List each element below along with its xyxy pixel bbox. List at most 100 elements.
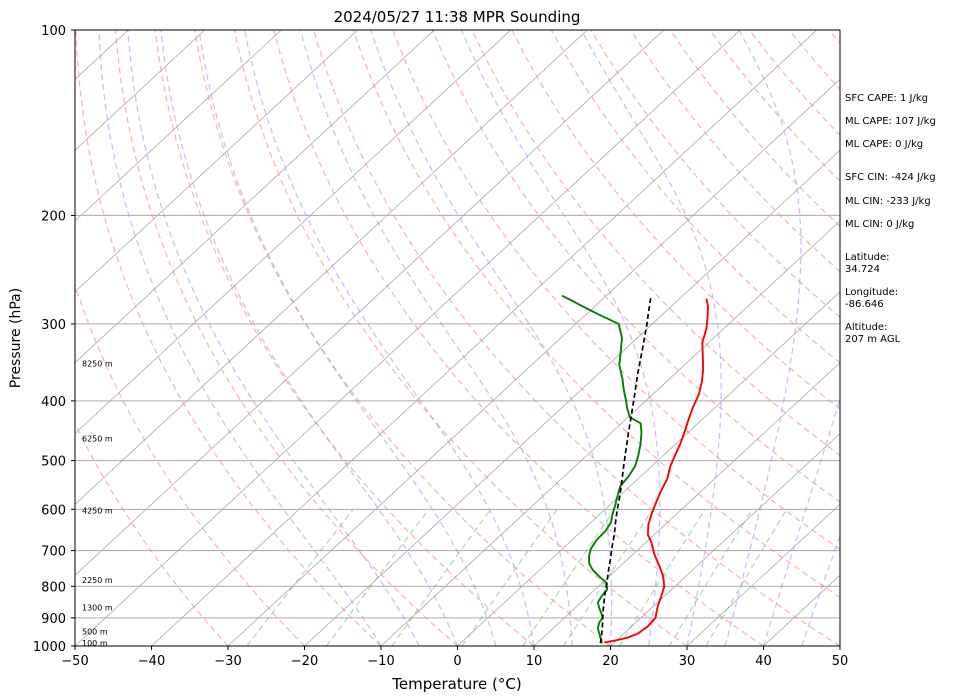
dry-adiabat [114,30,458,646]
dry-adiabat [471,30,840,457]
isotherm-line [75,30,206,151]
dry-adiabat [75,422,229,646]
moist-adiabat [299,30,573,646]
dry-adiabat [75,283,305,646]
y-tick-label: 100 [41,24,66,39]
y-tick-label: 1000 [33,640,66,655]
x-tick-label: 10 [526,654,543,669]
mixing-ratio-line [246,508,354,646]
isotherm-line [686,503,840,646]
isotherm-line [75,30,741,646]
y-tick-label: 400 [41,395,66,410]
dry-adiabat [550,30,840,364]
height-label: 500 m [82,628,108,637]
dry-adiabat [431,30,840,503]
moist-adiabat [160,30,459,646]
ml-cape-text: ML CAPE: 107 J/kg [845,116,936,127]
mixing-ratio-line [668,508,753,646]
dry-adiabat [273,30,764,646]
mixing-ratio-line [325,508,430,646]
y-axis-label: Pressure (hPa) [8,288,24,388]
moist-adiabat [801,534,840,646]
isotherm-line [75,30,282,222]
moist-adiabat [98,30,382,646]
mixing-ratio-line [391,508,492,646]
height-label: 1300 m [82,604,113,613]
dry-adiabat [233,30,688,646]
mixing-ratio-line [522,508,616,646]
height-label: 2250 m [82,576,113,585]
x-tick-label: 40 [755,654,772,669]
isotherm-line [151,30,818,646]
dry-adiabat [590,30,840,319]
latitude-text: Latitude: 34.724 [845,252,890,275]
dry-adiabat [511,30,840,410]
isotherm-line [75,30,512,435]
height-label: 8250 m [82,360,113,369]
isotherm-line [457,291,840,646]
altitude-text: Altitude: 207 m AGL [845,322,901,345]
dry-adiabat [312,30,840,646]
y-tick-label: 300 [41,318,66,333]
mixing-ratio-line [705,508,788,646]
x-tick-label: −40 [138,654,165,669]
isotherm-line [75,30,588,505]
ml-cin-text: ML CIN: -233 J/kg [845,196,931,207]
x-tick-label: 50 [832,654,849,669]
isotherm-line [610,432,840,646]
x-tick-label: −10 [367,654,394,669]
ml-cin-text-2: ML CIN: 0 J/kg [845,219,915,230]
y-tick-label: 700 [41,545,66,560]
x-tick-label: 30 [679,654,696,669]
ml-cape-text-2: ML CAPE: 0 J/kg [845,139,924,150]
moist-adiabat [198,30,497,646]
chart-title: 2024/05/27 11:38 MPR Sounding [334,8,581,26]
isotherm-line [227,78,840,646]
plot-frame [74,29,841,647]
mixing-ratio-line [461,508,558,646]
moist-adiabat [762,396,840,646]
height-label: 4250 m [82,507,113,516]
y-tick-label: 200 [41,209,66,224]
y-tick-label: 900 [41,612,66,627]
dewpoint-profile-line [561,294,643,644]
height-label: 100 m [82,639,108,648]
sfc-cin-text: SFC CIN: -424 J/kg [845,172,936,183]
dry-adiabat [352,30,840,599]
y-tick-label: 500 [41,455,66,470]
moist-adiabat [370,30,613,646]
isotherm-line [380,220,840,646]
axis-ticks: −50 −40 −30 −20 −10 0 10 20 30 40 50 100 200 300 400 50… [33,24,848,669]
isotherm-line [75,30,435,364]
x-tick-label: 20 [602,654,619,669]
parcel-path-line [599,297,652,644]
x-axis-label: Temperature (°C) [391,675,521,693]
sfc-cape-text: SFC CAPE: 1 J/kg [845,93,928,104]
longitude-text: Longitude: -86.646 [845,287,899,310]
height-label: 6250 m [82,434,113,443]
y-tick-label: 600 [41,503,66,518]
y-tick-label: 800 [41,580,66,595]
dry-adiabat [194,30,611,646]
dry-adiabat [154,30,535,646]
moist-adiabat [724,30,802,646]
temperature-profile-line [604,298,709,644]
moist-adiabat [460,30,661,646]
sounding-profiles [561,294,709,644]
isotherm-line [533,362,840,646]
isotherm-line [75,30,665,576]
mixing-ratio-line [562,508,654,646]
moist-adiabat [127,30,420,646]
dry-adiabat [392,30,840,551]
isotherm-line [304,149,840,646]
x-tick-label: −50 [61,654,88,669]
mixing-ratio-line [618,508,706,646]
x-tick-label: −30 [214,654,241,669]
x-tick-label: 0 [453,654,461,669]
isotherm-line [75,30,359,293]
x-tick-label: −20 [291,654,318,669]
height-labels: 8250 m 6250 m 4250 m 2250 m 1300 m 500 m 100 m [82,360,113,648]
dry-adiabat [75,30,382,646]
background-lines [75,30,840,646]
